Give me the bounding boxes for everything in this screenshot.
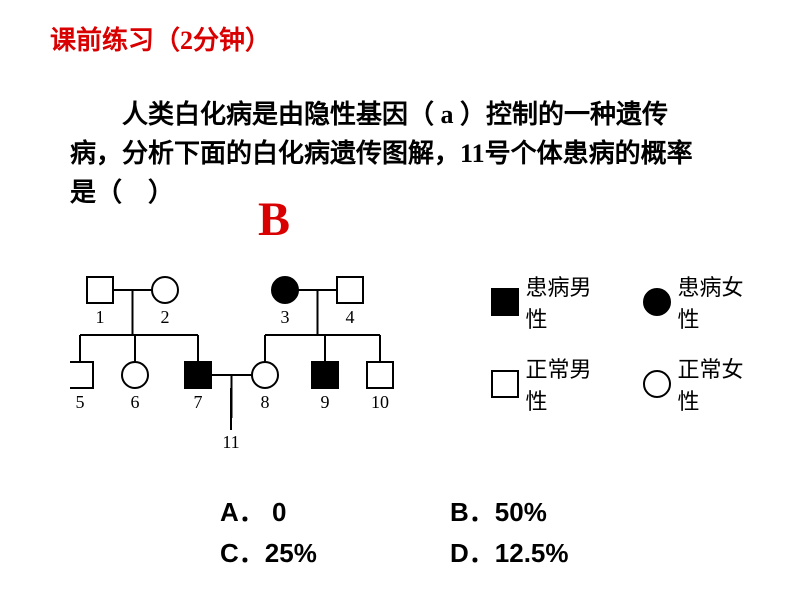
svg-text:11: 11 [222, 432, 239, 452]
choice-d: D．12.5% [450, 533, 569, 570]
legend-affected-female: 患病女性 [642, 270, 764, 334]
pedigree-diagram: 1 2 3 4 5 6 7 8 9 10 11 [70, 260, 440, 465]
svg-text:4: 4 [346, 307, 355, 327]
svg-text:5: 5 [76, 392, 85, 412]
svg-text:3: 3 [281, 307, 290, 327]
legend-row-normal: 正常男性 正常女性 [490, 352, 794, 416]
legend-normal-female: 正常女性 [642, 352, 764, 416]
answer-letter: B [258, 192, 290, 247]
slide-title: 课前练习（2分钟） [50, 20, 271, 57]
legend-row-affected: 患病男性 患病女性 [490, 270, 794, 334]
filled-circle-icon [642, 287, 671, 317]
legend-label: 患病男性 [525, 270, 612, 334]
svg-text:6: 6 [131, 392, 140, 412]
svg-text:8: 8 [261, 392, 270, 412]
empty-square-icon [490, 369, 519, 399]
choice-c: C．25% [220, 533, 450, 570]
legend-label: 正常女性 [677, 352, 764, 416]
svg-text:10: 10 [371, 392, 389, 412]
legend-affected-male: 患病男性 [490, 270, 612, 334]
svg-text:9: 9 [321, 392, 330, 412]
svg-text:2: 2 [161, 307, 170, 327]
svg-text:1: 1 [96, 307, 105, 327]
question-text: 人类白化病是由隐性基因（ a ）控制的一种遗传病，分析下面的白化病遗传图解，11… [70, 95, 710, 212]
empty-circle-icon [642, 369, 671, 399]
legend-label: 正常男性 [525, 352, 612, 416]
choice-b: B．50% [450, 492, 547, 529]
legend: 患病男性 患病女性 正常男性 正常女性 [490, 270, 794, 434]
answer-choices: A． 0 B．50% C．25% D．12.5% [220, 492, 569, 574]
choice-a: A． 0 [220, 492, 450, 529]
svg-text:7: 7 [194, 392, 203, 412]
filled-square-icon [490, 287, 519, 317]
legend-normal-male: 正常男性 [490, 352, 612, 416]
legend-label: 患病女性 [677, 270, 764, 334]
